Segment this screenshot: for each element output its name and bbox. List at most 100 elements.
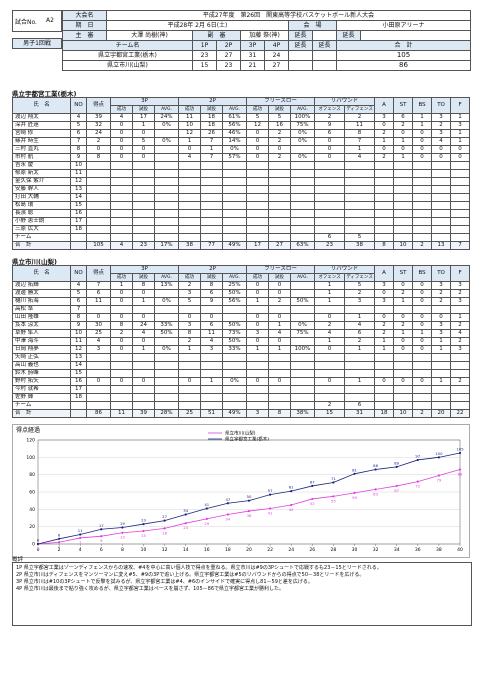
stat-cell: 0: [268, 289, 291, 298]
stat-cell: 7: [86, 281, 111, 290]
stat-cell: 4: [344, 321, 376, 330]
stat-cell: 25%: [222, 281, 247, 290]
x-tick-label: 18: [225, 547, 231, 553]
column-header: リバウンド: [314, 97, 376, 106]
stat-cell: [222, 201, 247, 210]
stat-cell: 12: [70, 177, 87, 186]
stat-cell: [268, 161, 291, 170]
marker: [247, 499, 251, 502]
stat-cell: [393, 217, 414, 226]
stat-cell: 12: [178, 129, 201, 138]
stat-cell: 6: [393, 113, 414, 122]
stat-cell: 1: [431, 377, 452, 386]
player-row: 深井 匠遠 5 32 0 1 0% 10 18 56% 12 16 75% 9 11 0 2 1 2 3: [12, 121, 471, 130]
stat-cell: 50%: [154, 329, 179, 338]
stat-cell: 11: [200, 329, 223, 338]
player-name: 小野 恵士朗: [12, 217, 71, 226]
stat-cell: 18: [200, 113, 223, 122]
stat-cell: [222, 361, 247, 370]
column-header: BS: [412, 265, 433, 282]
stat-cell: [393, 201, 414, 210]
stat-cell: 1: [393, 297, 414, 306]
stat-cell: 8: [86, 153, 111, 162]
stat-cell: [344, 369, 376, 378]
player-row: 篠井 時生 7 2 0 5 0% 1 7 14% 0 2 0% 0 7 1 1 0 4 1: [12, 137, 471, 146]
stat-cell: [314, 185, 346, 194]
stat-cell: [289, 177, 316, 186]
player-name: 金久保 紫介: [12, 177, 71, 186]
stat-cell: [154, 353, 179, 362]
stat-cell: 2: [374, 321, 395, 330]
stat-cell: [412, 185, 433, 194]
stat-cell: 8: [178, 329, 201, 338]
stat-cell: [132, 161, 155, 170]
stat-cell: [200, 393, 223, 402]
stat-cell: [110, 393, 133, 402]
stat-cell: 75%: [289, 121, 316, 130]
stat-cell: 3: [431, 321, 452, 330]
data-label: 24: [183, 525, 188, 530]
stat-cell: [200, 193, 223, 202]
stat-cell: [268, 225, 291, 234]
stat-cell: 50%: [222, 289, 247, 298]
stat-cell: 1: [344, 345, 376, 354]
stat-cell: 5: [70, 121, 87, 130]
team-title: 県立宇都宮工業(栃木): [12, 90, 77, 98]
marker: [36, 542, 40, 546]
stat-cell: [314, 353, 346, 362]
marker: [79, 536, 82, 540]
stat-cell: 0%: [154, 345, 179, 354]
stat-cell: 25: [178, 409, 201, 418]
blank: [288, 50, 313, 61]
data-label: 71: [331, 476, 336, 481]
stat-cell: [268, 361, 291, 370]
stat-cell: 39: [86, 113, 111, 122]
header-table: 大会名 平成27年度 第26回 関東高等学校バスケットボール新人大会 期 日平成2…: [62, 10, 472, 71]
stat-cell: [450, 393, 471, 402]
stat-cell: [110, 305, 133, 314]
stat-cell: [412, 361, 433, 370]
x-tick-label: 4: [79, 547, 82, 553]
stat-cell: 1: [374, 337, 395, 346]
stat-cell: [412, 401, 433, 410]
stat-cell: 4: [70, 113, 87, 122]
stat-cell: 0: [110, 337, 133, 346]
team-title: 県立市川(山梨): [12, 258, 57, 266]
period-score: 24: [264, 50, 289, 61]
stat-cell: 2: [268, 129, 291, 138]
stat-cell: [222, 217, 247, 226]
stat-cell: 1: [132, 297, 155, 306]
stat-cell: [154, 129, 179, 138]
stat-cell: [200, 401, 223, 410]
data-label: 15: [141, 533, 146, 538]
stat-cell: 0: [393, 345, 414, 354]
stat-cell: 18: [70, 225, 87, 234]
header-row: 氏 名 NO 得点 3P 2P フリースロー リバウンド A ST BS TO F: [12, 265, 471, 282]
stat-cell: 18: [200, 121, 223, 130]
data-label: 86: [458, 471, 463, 476]
period-score: 31: [240, 50, 265, 61]
sub-header: 成功: [246, 105, 269, 114]
stat-cell: [222, 305, 247, 314]
stat-cell: 86: [86, 409, 111, 418]
data-label: 89: [394, 460, 399, 465]
stat-cell: 9: [70, 321, 87, 330]
stat-cell: [289, 289, 316, 298]
stat-cell: [132, 169, 155, 178]
stat-cell: 0: [314, 137, 346, 146]
stat-cell: 11: [70, 337, 87, 346]
marker: [290, 490, 293, 493]
stat-cell: 4: [431, 137, 452, 146]
stat-cell: [154, 177, 179, 186]
stat-cell: [289, 313, 316, 322]
stat-cell: 2: [86, 137, 111, 146]
stat-cell: [374, 385, 395, 394]
stat-cell: [314, 393, 346, 402]
stat-cell: [110, 169, 133, 178]
stat-cell: 50%: [222, 337, 247, 346]
stat-cell: [154, 209, 179, 218]
stat-cell: 2: [374, 329, 395, 338]
player-row: 渡辺 翔太 4 39 4 17 24% 11 18 61% 5 5 100% 2 2 3 6 1 3 1: [12, 113, 471, 122]
stat-cell: [268, 193, 291, 202]
stat-cell: 3: [431, 129, 452, 138]
